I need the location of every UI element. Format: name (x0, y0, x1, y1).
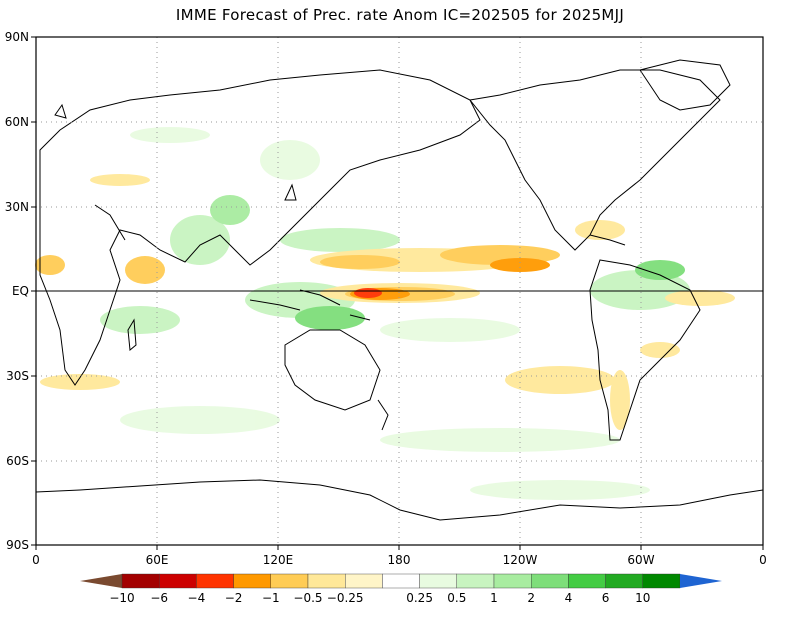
lon-label-120e: 120E (263, 553, 294, 567)
lat-label-30s: 30S (6, 369, 29, 383)
colorbar-swatch (642, 573, 681, 589)
colorbar-swatch (307, 573, 346, 589)
lon-label-0-right: 0 (759, 553, 767, 567)
lat-label-60n: 60N (5, 115, 29, 129)
coastlines (35, 59, 764, 521)
colorbar-swatch (419, 573, 458, 589)
colorbar-swatch (605, 573, 643, 589)
colorbar-label: −2 (225, 591, 243, 605)
colorbar-label: 0.25 (406, 591, 433, 605)
colorbar-swatch (270, 573, 309, 589)
colorbar-label: 10 (635, 591, 650, 605)
colorbar-label: −4 (188, 591, 206, 605)
colorbar-swatch (531, 573, 569, 589)
colorbar-label: 0.5 (447, 591, 466, 605)
colorbar-label: −10 (109, 591, 134, 605)
colorbar: −10 −6 −4 −2 −1 −0.5 −0.25 0.25 0.5 1 2 4 6 10 (80, 573, 722, 605)
lat-label-60s: 60S (6, 454, 29, 468)
lat-label-30n: 30N (5, 200, 29, 214)
lon-label-60w: 60W (627, 553, 654, 567)
lat-label-90n: 90N (5, 30, 29, 44)
lon-label-180: 180 (388, 553, 411, 567)
colorbar-swatch (121, 573, 160, 589)
lat-label-90s: 90S (6, 538, 29, 552)
map-title: IMME Forecast of Prec. rate Anom IC=2025… (175, 6, 625, 24)
colorbar-label: 1 (490, 591, 498, 605)
colorbar-swatch (196, 573, 234, 589)
colorbar-label: −0.25 (327, 591, 364, 605)
colorbar-label: 6 (602, 591, 610, 605)
lat-label-eq: EQ (12, 284, 29, 298)
colorbar-swatch (233, 573, 272, 589)
colorbar-label: 2 (527, 591, 535, 605)
colorbar-swatch (493, 573, 532, 589)
colorbar-arrow-low (80, 574, 122, 588)
lon-label-120w: 120W (503, 553, 538, 567)
colorbar-swatch (456, 573, 495, 589)
lon-label-60e: 60E (146, 553, 169, 567)
colorbar-swatch (345, 573, 383, 589)
colorbar-swatch (568, 573, 606, 589)
colorbar-swatch (158, 573, 197, 589)
lon-label-0-left: 0 (32, 553, 40, 567)
colorbar-arrow-high (680, 574, 722, 588)
colorbar-label: 4 (565, 591, 573, 605)
colorbar-swatch (382, 573, 420, 589)
colorbar-label: −1 (262, 591, 280, 605)
colorbar-label: −6 (150, 591, 168, 605)
graticule (36, 37, 763, 545)
colorbar-label: −0.5 (293, 591, 322, 605)
